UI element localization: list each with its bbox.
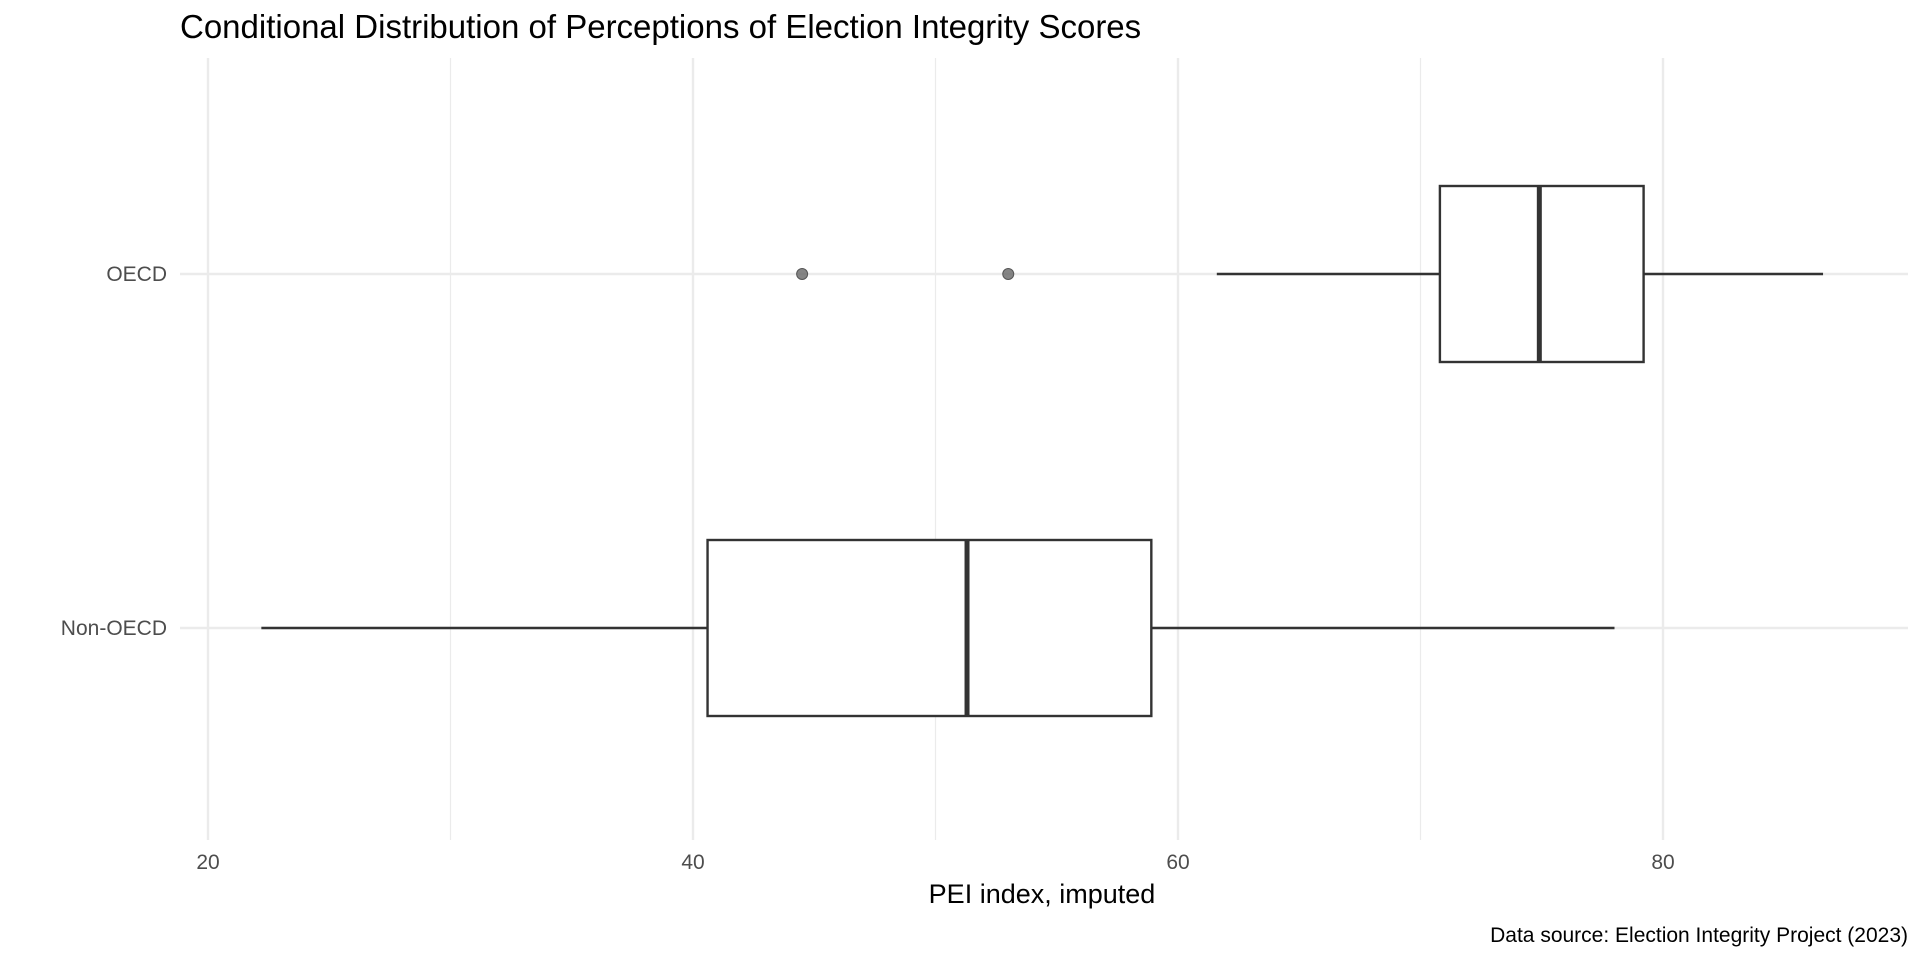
outlier-point: [796, 268, 809, 280]
boxplot-oecd: [796, 184, 1824, 364]
x-tick-label: 60: [1166, 851, 1189, 874]
x-tick-label: 80: [1651, 851, 1674, 874]
y-tick-label: OECD: [106, 263, 167, 286]
outlier-point: [1002, 268, 1015, 280]
box-layer: [261, 184, 1824, 718]
iqr-box: [706, 538, 1153, 718]
x-axis-title: PEI index, imputed: [929, 879, 1156, 909]
chart-title: Conditional Distribution of Perceptions …: [180, 8, 1141, 45]
grid-layer: [180, 58, 1908, 840]
chart-caption: Data source: Election Integrity Project …: [1490, 924, 1908, 947]
tick-label-layer: 20 40 60 80 Non-OECD OECD: [61, 263, 1675, 874]
y-tick-label: Non-OECD: [61, 617, 167, 640]
boxplot-non-oecd: [261, 538, 1615, 718]
x-tick-label: 20: [196, 851, 219, 874]
x-tick-label: 40: [681, 851, 704, 874]
